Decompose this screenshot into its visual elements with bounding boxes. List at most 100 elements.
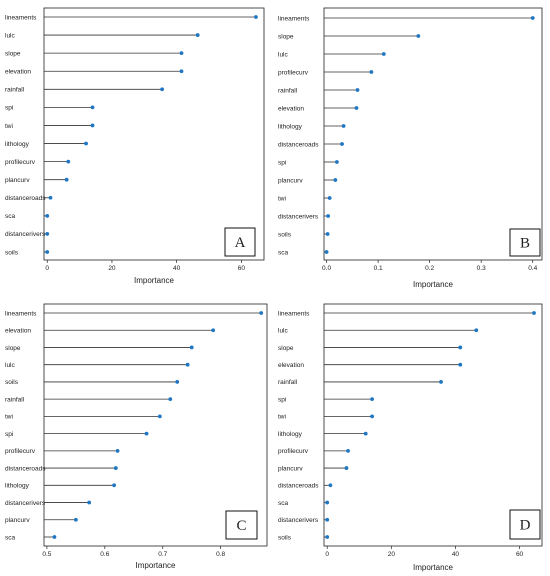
category-label-twi: twi <box>5 414 13 421</box>
category-label-profilecurv: profilecurv <box>5 159 36 166</box>
point-lulc <box>381 52 386 56</box>
point-sca <box>45 213 50 218</box>
point-spi <box>144 431 149 436</box>
x-tick-label: 60 <box>516 551 524 558</box>
point-soils <box>325 232 330 236</box>
category-label-elevation: elevation <box>5 328 31 335</box>
panel-d-chart: 0 20 40 60 Importance lineaments lulc slope elev… <box>278 303 543 572</box>
category-label-lineaments: lineaments <box>278 310 310 317</box>
category-label-profilecurv: profilecurv <box>5 448 36 455</box>
category-label-distanceroads: distanceroads <box>278 141 319 148</box>
category-label-lineaments: lineaments <box>278 15 310 22</box>
point-distancerivers <box>326 214 331 218</box>
panel-b-chart: 0.0 0.1 0.2 0.3 0.4 Importance lineaments slope… <box>278 7 543 289</box>
category-label-distancerivers: distancerivers <box>5 231 46 238</box>
category-label-elevation: elevation <box>5 69 31 76</box>
category-label-lithology: lithology <box>5 483 30 490</box>
x-tick-label: 0.7 <box>158 551 167 558</box>
plot-frame <box>323 303 543 547</box>
panel-letter: C <box>236 518 246 534</box>
plot-frame <box>43 7 265 261</box>
point-twi <box>327 196 332 200</box>
point-distancerivers <box>45 232 50 236</box>
point-distanceroads <box>48 195 53 200</box>
x-tick-label: 0.6 <box>100 551 109 558</box>
panel-letter-box <box>509 509 541 540</box>
point-rainfall <box>160 87 164 92</box>
point-lulc <box>185 362 190 367</box>
category-label-plancurv: plancurv <box>278 177 303 184</box>
x-tick-label: 0 <box>325 551 329 558</box>
point-distancerivers <box>325 517 330 522</box>
category-label-slope: slope <box>5 50 21 57</box>
point-rainfall <box>355 88 360 92</box>
point-distancerivers <box>87 500 92 505</box>
point-rainfall <box>439 380 443 384</box>
category-label-sca: sca <box>278 249 289 256</box>
point-lithology <box>84 141 88 146</box>
x-tick-label: 0.1 <box>374 265 383 272</box>
category-label-rainfall: rainfall <box>5 396 25 403</box>
category-label-lineaments: lineaments <box>5 14 37 21</box>
panel-letter-box <box>509 228 541 257</box>
point-lithology <box>112 483 116 488</box>
category-label-lulc: lulc <box>5 32 16 39</box>
point-slope <box>179 51 184 56</box>
x-tick-label: 0.2 <box>425 265 434 272</box>
point-lineaments <box>259 311 264 315</box>
point-lithology <box>341 124 346 128</box>
panel-letter: B <box>520 236 530 252</box>
category-label-soils: soils <box>5 379 19 386</box>
panel-letter: A <box>235 235 246 251</box>
point-distanceroads <box>328 483 333 488</box>
x-tick-label: 0.0 <box>322 265 331 272</box>
point-spi <box>370 397 374 402</box>
point-plancurv <box>344 466 349 470</box>
point-spi <box>90 105 95 110</box>
point-slope <box>189 345 194 350</box>
category-label-distancerivers: distancerivers <box>5 500 46 507</box>
category-label-lulc: lulc <box>5 362 16 369</box>
point-soils <box>325 535 330 539</box>
x-axis-label: Importance <box>134 276 175 285</box>
point-twi <box>157 414 162 419</box>
x-axis-label: Importance <box>413 280 454 289</box>
category-label-soils: soils <box>278 534 292 541</box>
point-plancurv <box>73 517 78 522</box>
category-label-lulc: lulc <box>278 328 289 335</box>
point-elevation <box>179 69 184 74</box>
point-profilecurv <box>346 448 350 453</box>
point-soils <box>45 250 50 254</box>
point-spi <box>334 160 339 164</box>
x-tick-label: 0.4 <box>528 265 537 272</box>
point-lulc <box>195 33 200 37</box>
category-label-soils: soils <box>5 249 19 256</box>
panel-a-chart: 0 20 40 60 Importance lineaments lulc slope elev… <box>5 7 265 285</box>
category-label-twi: twi <box>278 195 286 202</box>
panel-letter-box <box>225 510 258 540</box>
category-label-slope: slope <box>278 345 294 352</box>
point-profilecurv <box>369 70 374 74</box>
point-distanceroads <box>340 142 344 146</box>
plot-frame <box>323 7 543 261</box>
category-label-twi: twi <box>5 123 13 130</box>
category-label-rainfall: rainfall <box>278 379 298 386</box>
point-slope <box>458 345 463 350</box>
category-label-lithology: lithology <box>5 141 30 148</box>
category-label-spi: spi <box>5 431 13 438</box>
category-label-spi: spi <box>278 159 286 166</box>
point-lithology <box>363 431 368 436</box>
category-label-plancurv: plancurv <box>5 517 30 524</box>
plot-frame <box>43 303 268 547</box>
category-label-elevation: elevation <box>278 105 304 112</box>
point-lineaments <box>254 15 258 19</box>
x-axis-label: Importance <box>413 563 454 572</box>
category-label-slope: slope <box>5 345 21 352</box>
x-tick-label: 20 <box>388 551 396 558</box>
category-label-distanceroads: distanceroads <box>5 465 46 472</box>
point-elevation <box>458 362 463 367</box>
point-profilecurv <box>115 448 120 453</box>
category-label-sca: sca <box>5 213 16 220</box>
point-sca <box>324 250 329 254</box>
